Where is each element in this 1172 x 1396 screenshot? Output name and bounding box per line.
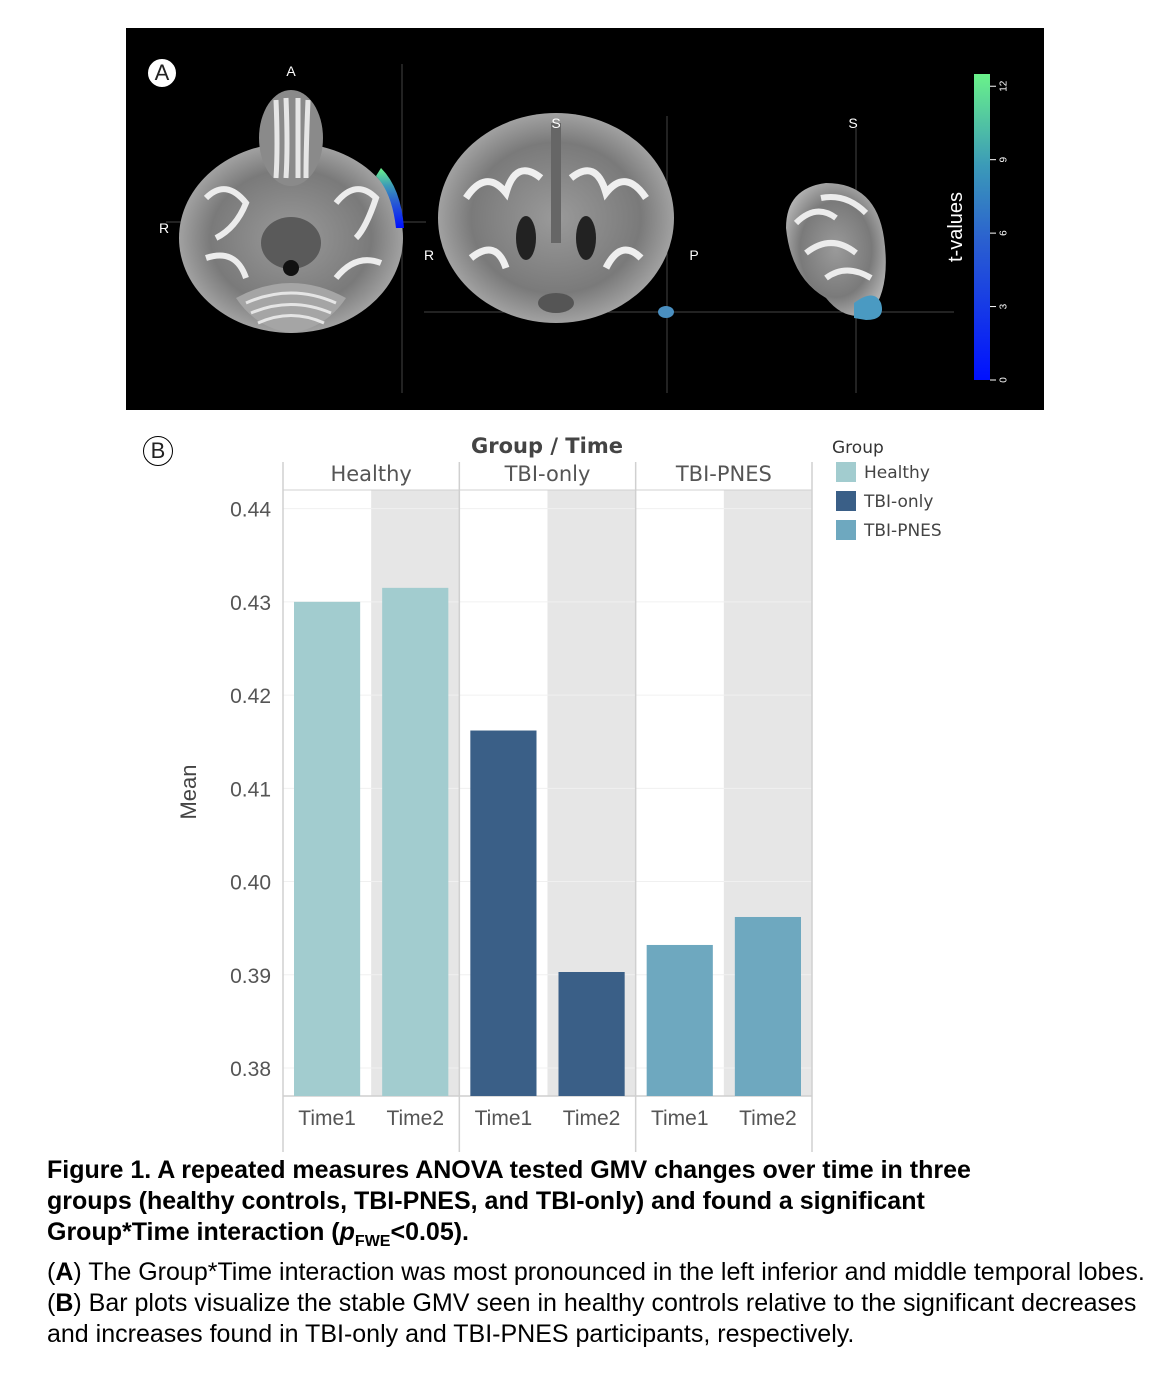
legend-swatch <box>836 491 856 511</box>
caption-title-line-3: Group*Time interaction (pFWE<0.05). <box>47 1217 1147 1257</box>
bar-chart: 0.44 0.43 0.42 0.41 0.40 0.39 0.38 Time1 Time2 T… <box>176 434 942 1152</box>
y-axis-label: Mean <box>176 764 201 819</box>
colorbar-tick-label: 6 <box>998 230 1009 236</box>
y-tick-label: 0.42 <box>230 685 271 708</box>
panel-b-label: B <box>143 436 173 466</box>
bar-tbi-only-time2 <box>558 971 625 1096</box>
x-tick-label: Time2 <box>386 1107 444 1130</box>
caption-line3-pre: Group*Time interaction ( <box>47 1218 340 1246</box>
coronal-slice <box>438 113 674 323</box>
panel-a-label: A <box>147 58 177 88</box>
orient-coronal-top: S <box>551 115 560 131</box>
legend-label: Healthy <box>864 463 930 483</box>
group-header: Healthy <box>330 462 411 486</box>
caption-a-letter: A <box>55 1258 74 1286</box>
colorbar-title: t-values <box>945 192 967 262</box>
figure-caption: Figure 1. A repeated measures ANOVA test… <box>47 1155 1147 1350</box>
colorbar <box>974 74 990 380</box>
colorbar-tick-label: 3 <box>998 303 1009 309</box>
group-header: TBI-only <box>504 462 591 486</box>
chart-title: Group / Time <box>471 434 623 458</box>
caption-fwe: FWE <box>354 1233 391 1250</box>
bar-healthy-time1 <box>294 601 361 1096</box>
orient-sagittal-top: S <box>848 115 857 131</box>
legend-swatch <box>836 520 856 540</box>
bar-tbi-pnes-time2 <box>734 916 801 1096</box>
caption-title-line-1: Figure 1. A repeated measures ANOVA test… <box>47 1156 971 1184</box>
bar-tbi-pnes-time1 <box>646 944 713 1096</box>
x-tick-label: Time2 <box>739 1107 797 1130</box>
caption-title-line-2: groups (healthy controls, TBI-PNES, and … <box>47 1187 925 1215</box>
orient-axial-left: R <box>159 220 169 236</box>
bar-healthy-time2 <box>382 587 449 1096</box>
y-tick-label: 0.38 <box>230 1058 271 1081</box>
caption-p: p <box>339 1218 355 1246</box>
brain-figure-panel: A R S R P S t-values 0 3 6 9 12 <box>126 28 1044 410</box>
y-tick-label: 0.41 <box>230 778 271 801</box>
x-tick-label: Time1 <box>651 1107 709 1130</box>
legend-swatch <box>836 462 856 482</box>
legend-title: Group <box>832 438 884 458</box>
orient-axial-top: A <box>286 63 296 79</box>
caption-b-letter: B <box>55 1289 74 1317</box>
bar-tbi-only-time1 <box>470 730 537 1096</box>
x-tick-label: Time2 <box>563 1107 621 1130</box>
sagittal-slice <box>786 183 886 320</box>
legend-label: TBI-only <box>863 492 933 512</box>
group-header: TBI-PNES <box>675 462 772 486</box>
y-tick-label: 0.44 <box>230 499 271 522</box>
colorbar-tick-label: 0 <box>998 377 1009 383</box>
caption-panel-a: (A) The Group*Time interaction was most … <box>47 1258 1145 1286</box>
x-tick-label: Time1 <box>298 1107 356 1130</box>
caption-panel-b: (B) Bar plots visualize the stable GMV s… <box>47 1289 1137 1348</box>
axial-slice <box>179 90 404 333</box>
orient-coronal-right: P <box>689 247 698 263</box>
caption-line3-post: <0.05). <box>390 1218 469 1246</box>
y-tick-label: 0.43 <box>230 592 271 615</box>
y-tick-label: 0.39 <box>230 965 271 988</box>
x-tick-label: Time1 <box>475 1107 533 1130</box>
caption-a-text: ) The Group*Time interaction was most pr… <box>73 1258 1145 1286</box>
caption-b-text: ) Bar plots visualize the stable GMV see… <box>47 1289 1137 1348</box>
brain-slices: A R S R P S t-values 0 3 6 9 12 <box>159 63 1009 393</box>
orient-coronal-left: R <box>424 247 434 263</box>
legend-label: TBI-PNES <box>863 521 942 541</box>
colorbar-tick-label: 12 <box>998 80 1009 92</box>
y-tick-label: 0.40 <box>230 872 271 895</box>
colorbar-tick-label: 9 <box>998 156 1009 162</box>
